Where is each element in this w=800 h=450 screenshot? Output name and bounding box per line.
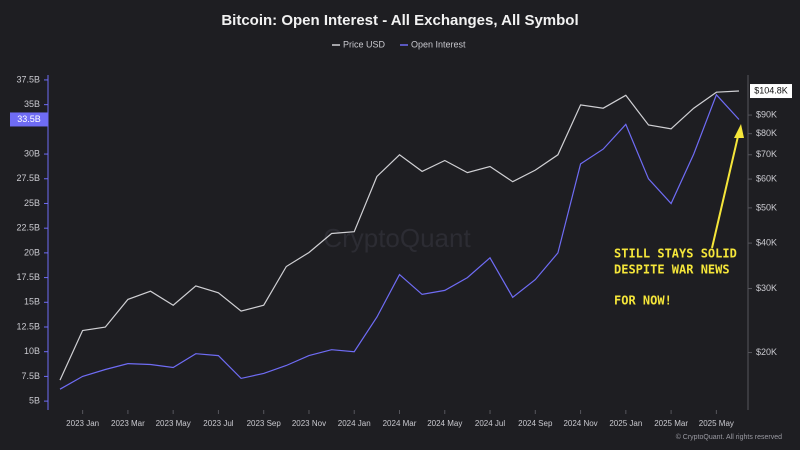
y2-tick-label: $70K [756, 149, 777, 159]
footer: © CryptoQuant. All rights reserved [676, 433, 782, 441]
annotation: STILL STAYS SOLID [614, 247, 737, 261]
y-tick-label: 15B [24, 297, 40, 307]
series-line [59, 93, 740, 390]
y2-tick-label: $30K [756, 283, 777, 293]
value-badge [10, 112, 48, 127]
arrow-head [734, 124, 744, 138]
x-tick-label: 2023 Jul [203, 419, 233, 428]
x-tick-label: 2023 Jan [66, 419, 99, 428]
y2-tick-label: $40K [756, 237, 777, 247]
value-badge [750, 84, 792, 99]
y-tick-label: 35B [24, 99, 40, 109]
y-tick-label: 12.5B [16, 321, 40, 331]
x-tick-label: 2024 Mar [383, 419, 417, 428]
x-tick-label: 2023 Nov [292, 419, 326, 428]
annotation-arrow [711, 131, 740, 249]
y-tick-label: 10B [24, 346, 40, 356]
x-tick-label: 2024 Sep [518, 419, 553, 428]
x-tick-label: 2023 May [156, 419, 191, 428]
series-line [59, 90, 740, 381]
x-tick-label: 2025 May [699, 419, 734, 428]
legend-label: Price USD [343, 39, 386, 49]
x-tick-label: 2023 Sep [247, 419, 282, 428]
value-label: 33.5B [17, 114, 41, 124]
y-tick-label: 30B [24, 148, 40, 158]
annotation: DESPITE WAR NEWS [614, 263, 730, 277]
y-tick-label: 7.5B [21, 371, 40, 381]
y2-tick-label: $20K [756, 347, 777, 357]
y-tick-label: 25B [24, 198, 40, 208]
annotation: FOR NOW! [614, 294, 672, 308]
y-tick-label: 5B [29, 395, 40, 405]
x-tick-label: 2024 Nov [563, 419, 597, 428]
x-tick-label: 2025 Jan [609, 419, 642, 428]
y2-tick-label: $60K [756, 173, 777, 183]
y2-tick-label: $50K [756, 202, 777, 212]
legend-label: Open Interest [411, 39, 466, 49]
chart-title: Bitcoin: Open Interest - All Exchanges, … [221, 12, 578, 29]
y-tick-label: 22.5B [16, 223, 40, 233]
y2-tick-label: $90K [756, 109, 777, 119]
watermark: CryptoQuant [323, 223, 471, 253]
x-tick-label: 2024 Jul [475, 419, 505, 428]
y-tick-label: 20B [24, 247, 40, 257]
x-tick-label: 2024 May [427, 419, 462, 428]
y2-tick-label: $80K [756, 128, 777, 138]
x-tick-label: 2023 Mar [111, 419, 145, 428]
y-tick-label: 17.5B [16, 272, 40, 282]
value-label: $104.8K [754, 85, 788, 95]
x-tick-label: 2024 Jan [338, 419, 371, 428]
y-tick-label: 37.5B [16, 74, 40, 84]
x-tick-label: 2025 Mar [654, 419, 688, 428]
y-tick-label: 27.5B [16, 173, 40, 183]
